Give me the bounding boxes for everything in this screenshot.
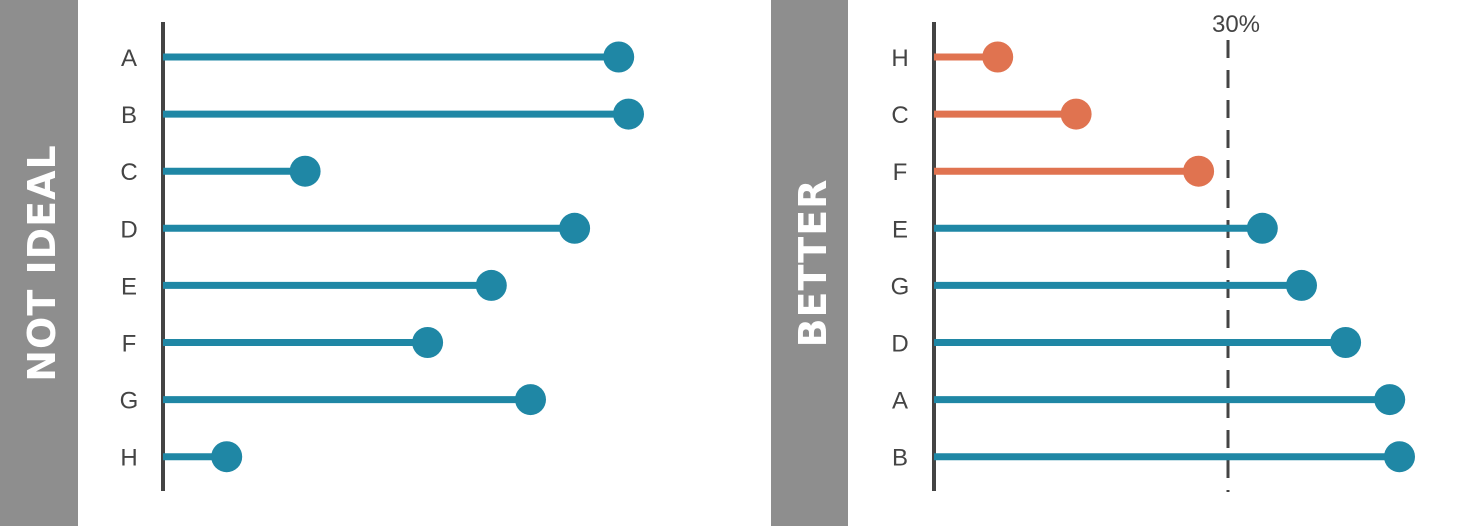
panel-label: NOT IDEAL <box>20 144 64 382</box>
lollipop-dot <box>211 441 243 473</box>
category-label: D <box>891 331 908 358</box>
category-label: F <box>122 331 137 358</box>
category-label: B <box>892 445 908 472</box>
category-label: H <box>120 445 137 472</box>
chart-panel-not-ideal: NOT IDEAL A B C D E F G H <box>0 0 644 526</box>
lollipop-dot <box>515 384 546 416</box>
lollipop-dot <box>613 98 644 130</box>
lollipop-dot <box>982 41 1014 73</box>
category-label: G <box>120 388 139 415</box>
category-label: B <box>121 102 137 129</box>
lollipop-dot <box>289 155 321 187</box>
lollipop-dot <box>1384 441 1415 473</box>
category-label: E <box>121 273 137 300</box>
lollipop-dot <box>1246 212 1278 244</box>
lollipop-marks: A B C D E F G H <box>120 41 644 473</box>
panel-band <box>0 0 78 526</box>
panel-band <box>771 0 848 526</box>
lollipop-marks: H C F E G D A B <box>891 41 1415 473</box>
category-label: G <box>891 273 910 300</box>
lollipop-dot <box>1330 327 1362 358</box>
lollipop-dot <box>475 269 507 301</box>
category-label: F <box>893 159 908 186</box>
category-label: D <box>120 216 137 243</box>
lollipop-dot <box>1374 384 1406 416</box>
lollipop-dot <box>559 212 591 244</box>
panel-label: BETTER <box>791 179 835 348</box>
category-label: C <box>120 159 137 186</box>
lollipop-dot <box>1286 269 1317 301</box>
lollipop-dot <box>412 327 444 358</box>
category-label: A <box>121 45 137 72</box>
reference-line-label: 30% <box>1212 11 1260 38</box>
category-label: H <box>891 45 908 72</box>
lollipop-dot <box>603 41 635 73</box>
lollipop-dot <box>1183 155 1215 187</box>
category-label: C <box>891 102 908 129</box>
category-label: A <box>892 388 908 415</box>
lollipop-dot <box>1060 98 1092 130</box>
chart-panel-better: BETTER 30% H C F E G D A B <box>771 0 1415 526</box>
category-label: E <box>892 216 908 243</box>
